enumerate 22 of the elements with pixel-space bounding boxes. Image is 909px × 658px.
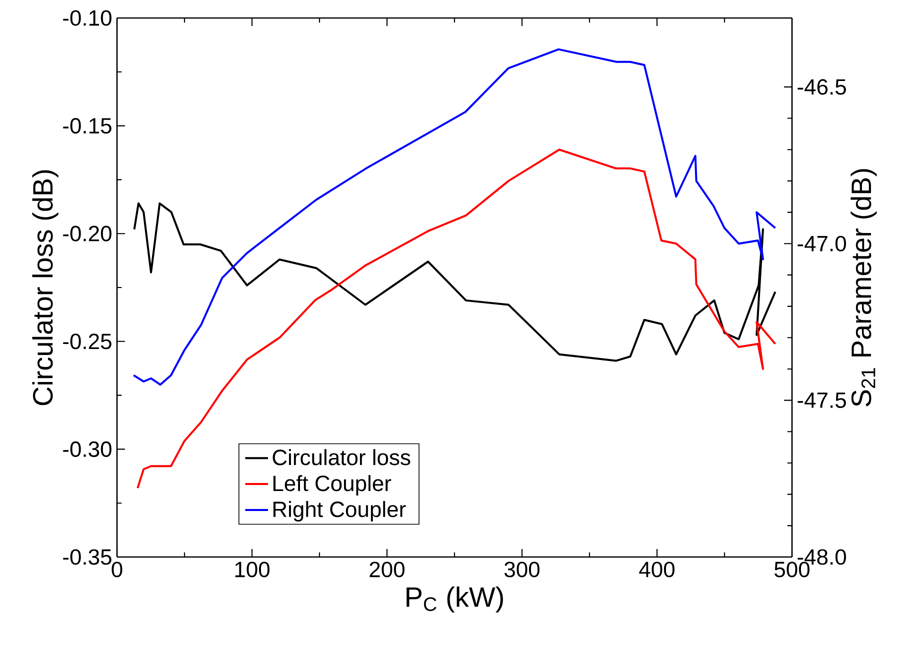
legend-label: Left Coupler <box>273 475 392 496</box>
y-tick-label: -0.20 <box>63 226 112 242</box>
y2-tick-label: -47.5 <box>798 392 846 408</box>
y-tick-label: -0.35 <box>63 549 112 565</box>
legend-label: Circulator loss <box>272 449 410 466</box>
x-tick-label: 200 <box>370 562 404 578</box>
y-tick-label: -0.10 <box>63 10 112 26</box>
y-tick-label: -0.30 <box>63 441 112 457</box>
line-series <box>133 202 776 362</box>
y2-tick-label: -47.0 <box>798 236 846 252</box>
x-tick-label: 400 <box>639 562 674 578</box>
y-tick-label: -0.25 <box>63 334 112 350</box>
x-tick-label: 100 <box>235 562 270 578</box>
y-axis-title: Circulator loss (dB) <box>32 170 58 406</box>
x-axis-title: P$_{C}$ (kW) <box>406 586 503 613</box>
x-tick-label: 0 <box>112 562 122 578</box>
line-series <box>132 48 776 386</box>
y-tick-label: -0.15 <box>63 118 112 134</box>
y2-tick-label: -46.5 <box>798 79 846 95</box>
x-tick-label: 300 <box>504 562 540 578</box>
legend-label: Right Coupler <box>273 500 406 522</box>
y2-axis-title: S$_{21}$ Parameter (dB) <box>850 169 877 406</box>
